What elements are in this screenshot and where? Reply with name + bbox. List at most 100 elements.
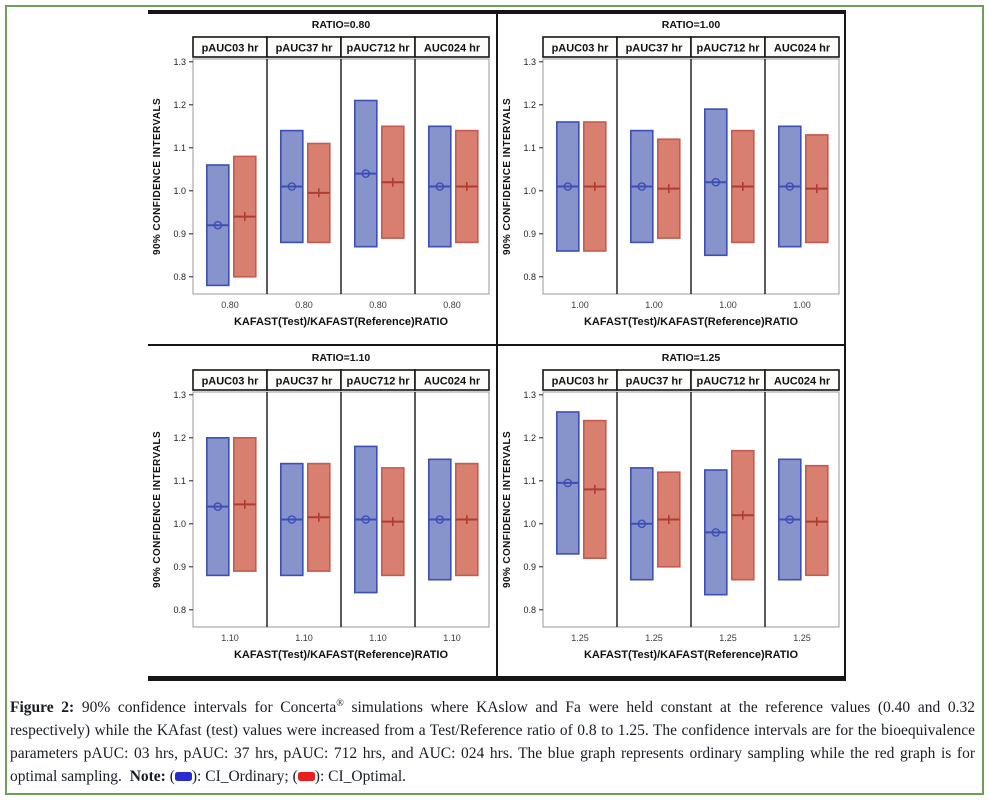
ci-panel-ratio-100: RATIO=1.00 pAUC03 hr pAUC37 hr pAUC712 hr AU… [498, 14, 846, 343]
column-header-label: pAUC712 hr [697, 376, 761, 388]
y-tick-label: 1.0 [173, 186, 186, 196]
y-tick-label: 1.3 [173, 57, 186, 67]
y-tick-label: 1.0 [173, 519, 186, 529]
mean-marker-circle [361, 169, 371, 178]
figure-label: Figure 2: [10, 699, 75, 716]
column-header-label: AUC024 hr [774, 43, 831, 55]
y-axis-title: 90% CONFIDENCE INTERVALS [502, 431, 513, 588]
y-tick-label: 1.1 [523, 143, 536, 153]
y-tick-label: 1.2 [523, 100, 536, 110]
x-tick-label: 1.00 [571, 300, 589, 310]
y-tick-label: 1.0 [523, 519, 536, 529]
mean-marker-circle [213, 502, 223, 511]
y-tick-label: 0.8 [523, 605, 536, 615]
ci-panel-ratio-080: RATIO=0.80 pAUC03 hr pAUC37 hr pAUC712 hr AU… [148, 14, 496, 343]
column-header-label: pAUC37 hr [626, 43, 684, 55]
ci-panel-svg: RATIO=1.10 pAUC03 hr pAUC37 hr pAUC712 hr AU… [152, 352, 490, 661]
x-tick-label: 0.80 [295, 300, 313, 310]
y-tick-label: 1.2 [173, 433, 186, 443]
column-header-label: AUC024 hr [424, 376, 481, 388]
x-tick-label: 1.10 [443, 633, 461, 643]
mean-marker-circle [213, 220, 223, 230]
mean-marker-circle [361, 515, 371, 524]
caption-text: 90% confidence intervals for Concerta [74, 699, 337, 716]
mean-marker-circle [637, 182, 647, 191]
panel-title: RATIO=0.80 [312, 19, 371, 31]
mean-marker-circle [785, 515, 795, 524]
x-tick-label: 1.25 [645, 633, 663, 643]
figure-panel-grid: RATIO=0.80 pAUC03 hr pAUC37 hr pAUC712 hr AU… [148, 10, 846, 681]
caption-text: simulations where KAslow and Fa were hel… [10, 699, 975, 785]
x-tick-label: 1.10 [369, 633, 387, 643]
y-tick-label: 0.8 [173, 605, 186, 615]
registered-mark: ® [336, 697, 344, 709]
ci-panel-ratio-110: RATIO=1.10 pAUC03 hr pAUC37 hr pAUC712 hr AU… [148, 347, 496, 676]
mean-marker-circle [287, 515, 297, 524]
x-axis-title: KAFAST(Test)/KAFAST(Reference)RATIO [584, 316, 799, 328]
y-axis-title: 90% CONFIDENCE INTERVALS [152, 431, 163, 588]
y-tick-label: 0.9 [173, 229, 186, 239]
y-tick-label: 1.1 [173, 476, 186, 486]
x-tick-label: 1.10 [295, 633, 313, 643]
x-tick-label: 1.00 [645, 300, 663, 310]
mean-marker-circle [711, 177, 721, 187]
mean-marker-circle [563, 182, 573, 191]
panel-title: RATIO=1.00 [662, 19, 721, 31]
panel-title: RATIO=1.10 [312, 352, 371, 364]
legend-swatch-ordinary [174, 771, 192, 781]
column-header-label: AUC024 hr [774, 376, 831, 388]
y-tick-label: 1.1 [523, 476, 536, 486]
ci-panel-svg: RATIO=0.80 pAUC03 hr pAUC37 hr pAUC712 hr AU… [152, 19, 490, 328]
x-tick-label: 0.80 [221, 300, 239, 310]
column-header-label: pAUC03 hr [552, 43, 610, 55]
mean-marker-circle [711, 528, 721, 537]
ci-panel-ratio-125: RATIO=1.25 pAUC03 hr pAUC37 hr pAUC712 hr AU… [498, 347, 846, 676]
column-header-label: pAUC37 hr [276, 43, 334, 55]
caption-text: ( [165, 767, 175, 785]
column-header-label: pAUC712 hr [347, 376, 411, 388]
y-tick-label: 1.1 [173, 143, 186, 153]
y-tick-label: 0.9 [523, 562, 536, 572]
legend-text-ordinary: ): CI_Ordinary; ( [191, 767, 298, 785]
column-header-label: pAUC37 hr [276, 376, 334, 388]
y-tick-label: 1.0 [523, 186, 536, 196]
column-header-cell [414, 36, 490, 58]
x-tick-label: 1.25 [793, 633, 811, 643]
panel-title: RATIO=1.25 [662, 352, 721, 364]
y-tick-label: 1.3 [523, 390, 536, 400]
x-axis-title: KAFAST(Test)/KAFAST(Reference)RATIO [234, 649, 449, 661]
legend-swatch-optimal [297, 771, 315, 781]
x-axis-title: KAFAST(Test)/KAFAST(Reference)RATIO [234, 316, 449, 328]
mean-marker-circle [563, 478, 573, 488]
y-tick-label: 0.9 [173, 562, 186, 572]
column-header-label: pAUC712 hr [347, 43, 411, 55]
legend-text-optimal: ): CI_Optimal. [314, 767, 407, 785]
column-header-label: pAUC37 hr [626, 376, 684, 388]
column-header-cell [414, 369, 490, 391]
x-tick-label: 0.80 [443, 300, 461, 310]
y-tick-label: 1.2 [173, 100, 186, 110]
y-tick-label: 1.3 [173, 390, 186, 400]
mean-marker-circle [287, 182, 297, 191]
y-tick-label: 0.9 [523, 229, 536, 239]
x-tick-label: 1.25 [719, 633, 737, 643]
panel-divider-horizontal [148, 344, 844, 346]
x-tick-label: 1.10 [221, 633, 239, 643]
column-header-label: pAUC03 hr [202, 43, 260, 55]
column-header-label: pAUC03 hr [552, 376, 610, 388]
mean-marker-circle [637, 519, 647, 529]
figure-caption: Figure 2: 90% confidence intervals for C… [10, 697, 975, 789]
note-label: Note: [129, 767, 166, 785]
ci-panel-svg: RATIO=1.25 pAUC03 hr pAUC37 hr pAUC712 hr AU… [502, 352, 840, 661]
x-axis-title: KAFAST(Test)/KAFAST(Reference)RATIO [584, 649, 799, 661]
x-tick-label: 0.80 [369, 300, 387, 310]
x-tick-label: 1.00 [719, 300, 737, 310]
mean-marker-circle [435, 515, 445, 524]
y-tick-label: 0.8 [523, 272, 536, 282]
y-tick-label: 1.3 [523, 57, 536, 67]
y-tick-label: 1.2 [523, 433, 536, 443]
ci-panel-svg: RATIO=1.00 pAUC03 hr pAUC37 hr pAUC712 hr AU… [502, 19, 840, 328]
x-tick-label: 1.00 [793, 300, 811, 310]
column-header-cell [764, 369, 840, 391]
